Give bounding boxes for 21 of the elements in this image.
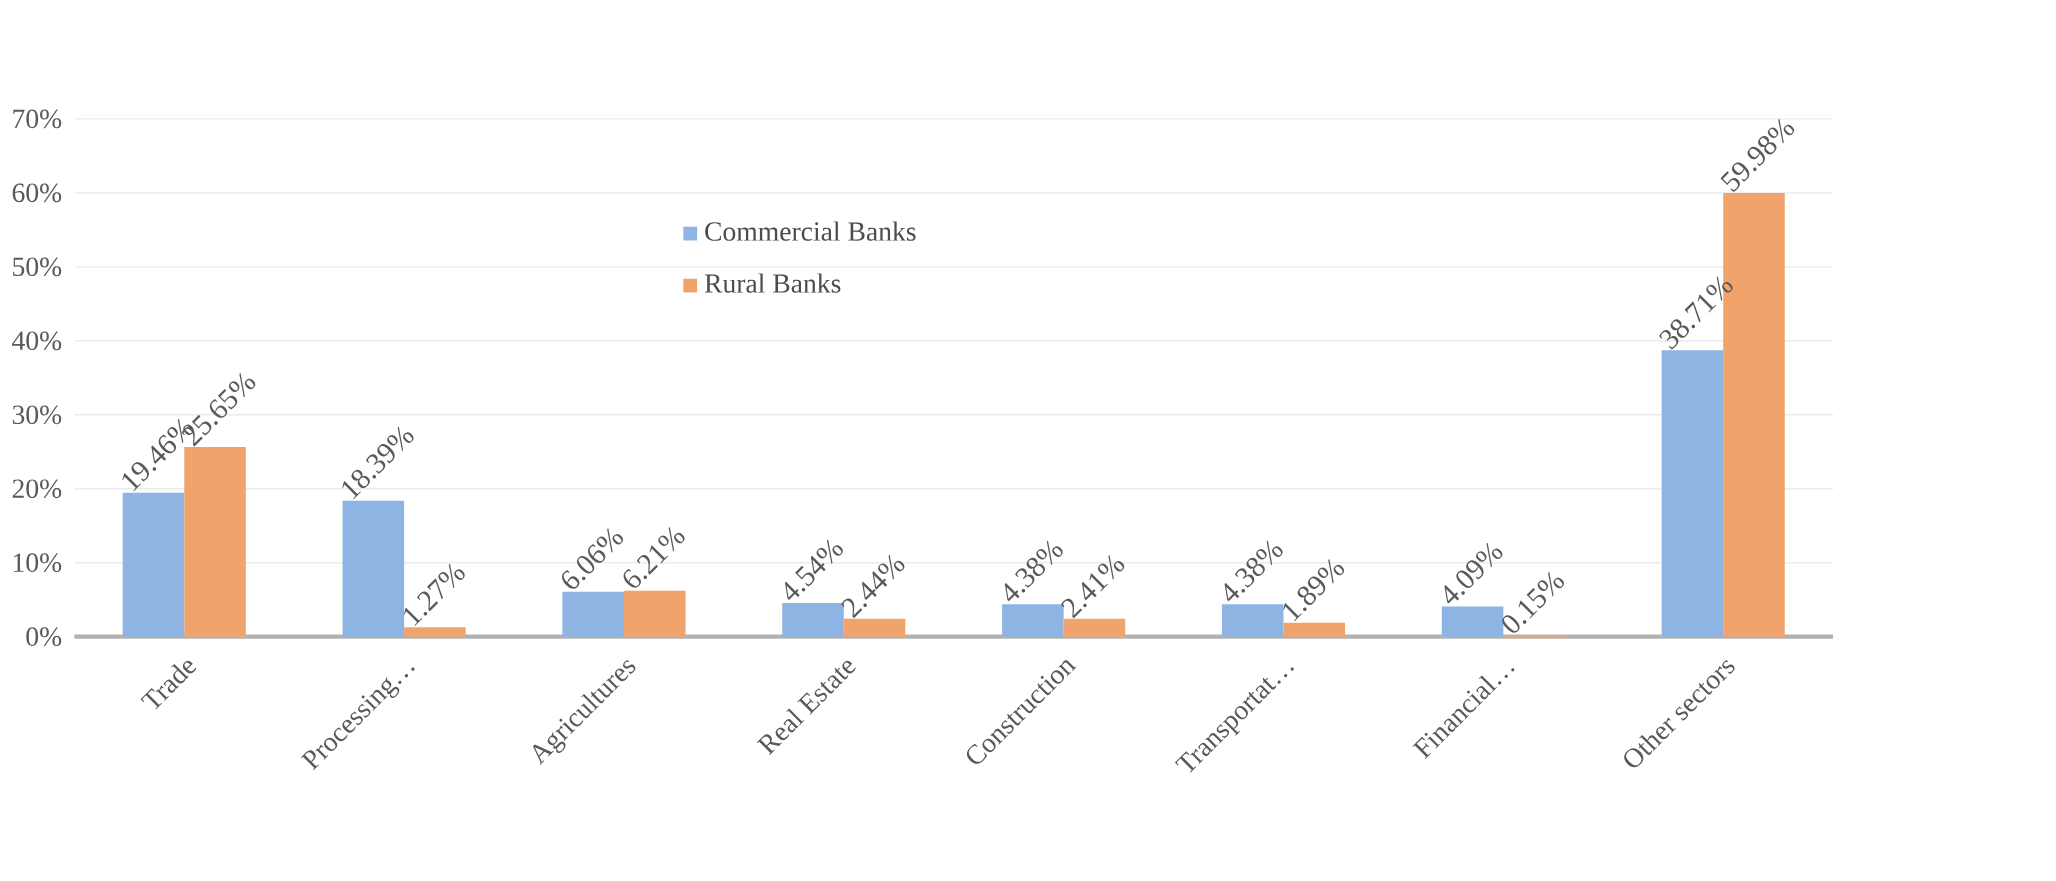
bar: [1661, 350, 1724, 637]
bar: [122, 492, 185, 637]
y-tick-label: 30%: [12, 405, 62, 424]
bar: [562, 591, 624, 637]
legend-label: Rural Banks: [704, 273, 841, 293]
bar: [843, 618, 906, 637]
y-tick-label: 70%: [13, 109, 62, 129]
bar: [1283, 622, 1346, 637]
bar: [623, 590, 686, 637]
bar: [1221, 604, 1284, 637]
y-tick-label: 20%: [12, 479, 62, 498]
bar: [1441, 606, 1504, 637]
legend-label: Commercial Banks: [705, 221, 916, 241]
y-tick-label: 40%: [12, 331, 62, 351]
bar: [1063, 618, 1126, 637]
y-tick-label: 60%: [12, 183, 62, 203]
bar: [342, 500, 405, 637]
y-tick-label: 0%: [26, 627, 62, 646]
bar: [404, 627, 466, 637]
y-tick-label: 10%: [13, 553, 62, 572]
y-tick-label: 50%: [13, 257, 62, 277]
